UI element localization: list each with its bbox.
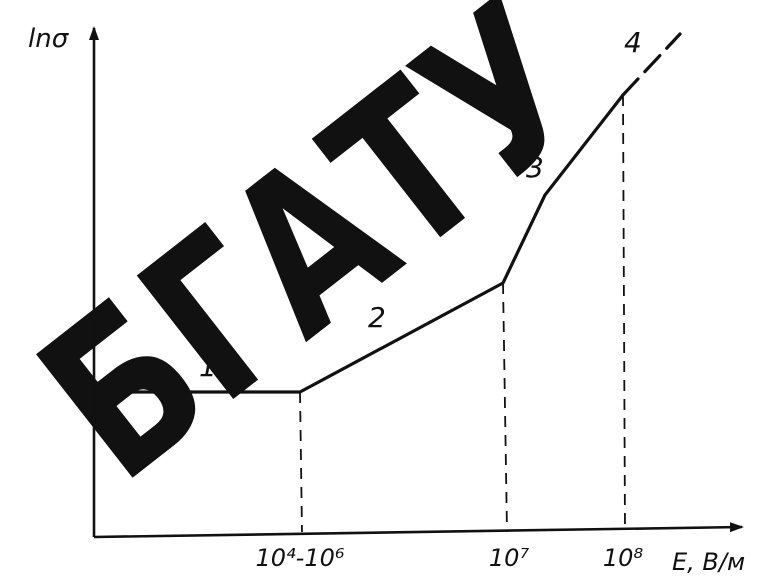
- y-axis-label: lnσ: [28, 24, 70, 54]
- drop-line: [299, 391, 303, 533]
- region-label-1: 1: [199, 350, 217, 383]
- series-line: [92, 93, 625, 394]
- x-axis: [93, 522, 744, 539]
- x-tick-label: 10⁴-10⁶: [256, 544, 345, 572]
- drop-line: [622, 94, 626, 533]
- series-extrapolation: [621, 32, 682, 97]
- x-tick-label: 10⁸: [603, 544, 644, 572]
- region-label-4: 4: [624, 26, 642, 59]
- region-label-3: 3: [526, 151, 544, 184]
- region-label-2: 2: [368, 301, 386, 334]
- drop-lines: [299, 94, 626, 533]
- x-tick-label: 10⁷: [489, 544, 530, 572]
- x-axis-label: E, В/м: [672, 548, 745, 576]
- drop-line: [502, 282, 508, 533]
